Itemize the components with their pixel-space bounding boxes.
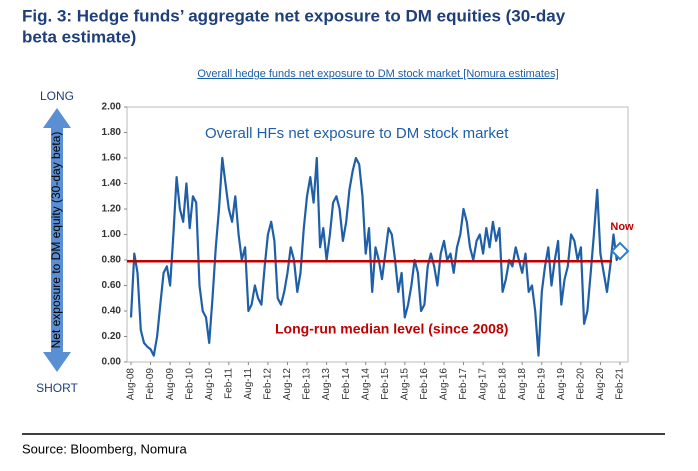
series-label: Overall HFs net exposure to DM stock mar… xyxy=(205,125,509,142)
y-tick-label: 1.60 xyxy=(102,153,122,164)
chart-subtitle: Overall hedge funds net exposure to DM s… xyxy=(197,68,558,80)
x-tick-label: Feb-19 xyxy=(536,368,547,400)
x-tick-label: Aug-09 xyxy=(165,368,176,401)
now-marker xyxy=(610,241,630,261)
y-tick-label: 1.40 xyxy=(102,178,122,189)
direction-arrow xyxy=(43,108,71,372)
now-label: Now xyxy=(610,221,634,233)
long-label: LONG xyxy=(40,89,74,103)
x-tick-label: Aug-08 xyxy=(126,368,137,401)
x-tick-label: Feb-14 xyxy=(341,368,352,400)
y-tick-label: 0.00 xyxy=(102,357,122,368)
x-tick-label: Aug-20 xyxy=(595,368,606,401)
x-tick-label: Feb-12 xyxy=(263,368,274,400)
x-tick-label: Feb-09 xyxy=(145,368,156,400)
short-label: SHORT xyxy=(36,381,78,395)
y-tick-label: 1.80 xyxy=(102,127,122,138)
x-tick-label: Aug-13 xyxy=(321,368,332,401)
x-tick-label: Aug-19 xyxy=(556,368,567,401)
x-tick-label: Aug-17 xyxy=(478,368,489,401)
x-tick-label: Aug-12 xyxy=(282,368,293,401)
y-tick-label: 1.20 xyxy=(102,204,122,215)
source: Source: Bloomberg, Nomura xyxy=(22,441,188,456)
y-tick-label: 1.00 xyxy=(102,229,122,240)
x-tick-label: Feb-10 xyxy=(184,368,195,400)
y-tick-label: 2.00 xyxy=(102,102,122,113)
x-tick-label: Feb-17 xyxy=(458,368,469,400)
series-line xyxy=(129,156,622,357)
x-tick-label: Aug-16 xyxy=(439,368,450,401)
chart-title: Fig. 3: Hedge funds’ aggregate net expos… xyxy=(22,6,566,25)
y-tick-label: 0.40 xyxy=(102,306,122,317)
x-tick-label: Aug-14 xyxy=(360,368,371,401)
chart-title: beta estimate) xyxy=(22,27,136,46)
x-tick-label: Feb-20 xyxy=(576,368,587,400)
x-tick-label: Feb-16 xyxy=(419,368,430,400)
x-tick-label: Aug-18 xyxy=(517,368,528,401)
x-tick-label: Aug-11 xyxy=(243,368,254,400)
x-tick-label: Feb-15 xyxy=(380,368,391,400)
median-label: Long-run median level (since 2008) xyxy=(275,321,508,337)
y-tick-label: 0.20 xyxy=(102,331,122,342)
y-tick-label: 0.60 xyxy=(102,280,122,291)
y-tick-label: 0.80 xyxy=(102,255,122,266)
x-tick-label: Aug-10 xyxy=(204,368,215,401)
x-tick-label: Feb-21 xyxy=(615,368,626,400)
x-tick-label: Feb-13 xyxy=(302,368,313,400)
x-tick-label: Aug-15 xyxy=(399,368,410,401)
x-tick-label: Feb-18 xyxy=(497,368,508,400)
x-tick-label: Feb-11 xyxy=(223,368,234,399)
y-axis-label: Net exposure to DM equity (30-day beta) xyxy=(49,132,63,349)
